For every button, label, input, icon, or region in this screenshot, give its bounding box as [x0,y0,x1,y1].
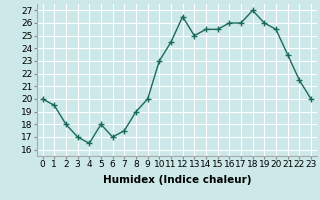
X-axis label: Humidex (Indice chaleur): Humidex (Indice chaleur) [102,175,251,185]
